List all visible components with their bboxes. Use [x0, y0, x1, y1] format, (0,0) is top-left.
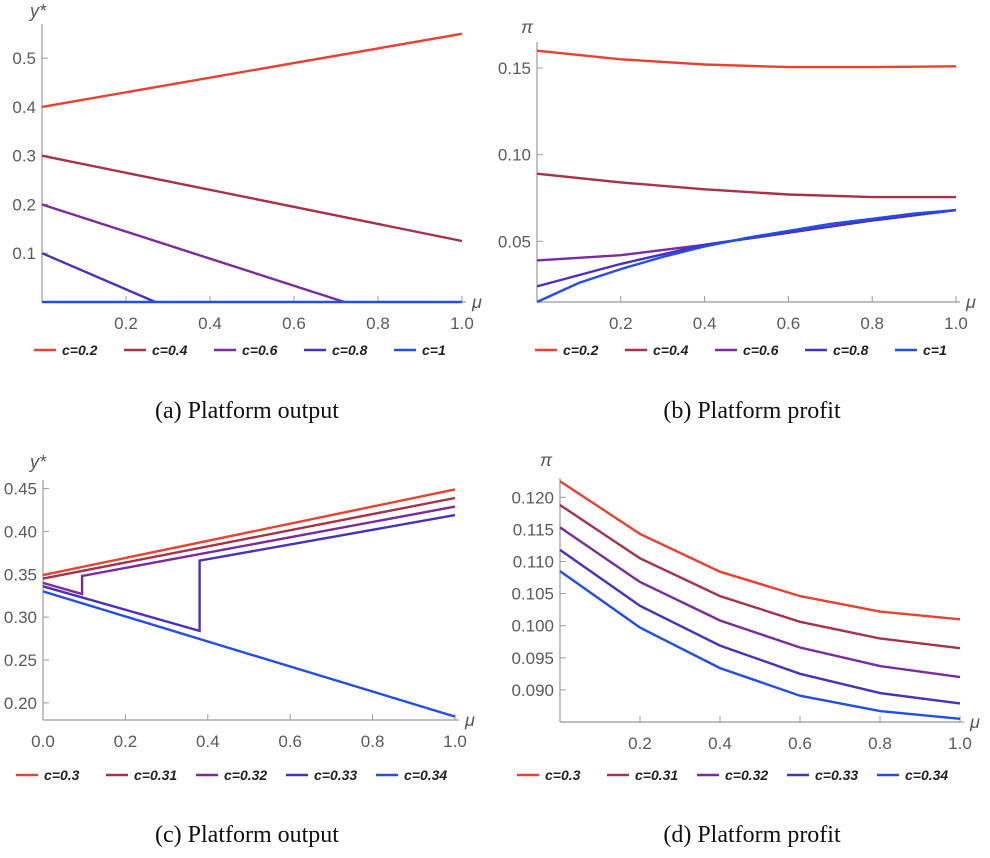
- legend-entry: c=0.3: [545, 767, 581, 783]
- series-line-c=0.33: [559, 548, 961, 705]
- series-line-c=0.34: [42, 590, 456, 718]
- legend-entry: c=0.8: [833, 342, 869, 358]
- series-line-c=0.3: [42, 488, 456, 577]
- legend-entry: c=1: [923, 342, 947, 358]
- legend-entry: c=0.31: [134, 767, 177, 783]
- legend-entry: c=0.6: [743, 342, 779, 358]
- series-line-c=0.31: [42, 496, 456, 580]
- x-axis-label: μ: [464, 710, 475, 730]
- y-tick-label: 0.095: [511, 649, 554, 668]
- y-tick-label: 0.115: [513, 520, 554, 539]
- x-tick-label: 0.2: [609, 314, 633, 333]
- x-tick-label: 0.8: [361, 732, 385, 751]
- panel-b: 0.05 0.10 0.15 0.2 0.4 0.6 0.8 1.0 μ π c=0.2 c=0.4 c…: [498, 17, 976, 424]
- x-tick-label: 0.6: [777, 314, 801, 333]
- legend-entry: c=1: [422, 342, 446, 358]
- series-line-c=0.2: [41, 32, 463, 109]
- legend-entry: c=0.33: [314, 767, 357, 783]
- x-tick-label: 0.6: [278, 732, 302, 751]
- y-tick-label: 0.110: [513, 552, 554, 571]
- y-tick-label: 0.3: [12, 147, 36, 166]
- series-line-c=0.3: [559, 480, 961, 621]
- y-tick-label: 0.35: [4, 565, 37, 584]
- x-axis-label: μ: [471, 292, 482, 312]
- legend-entry: c=0.31: [635, 767, 678, 783]
- y-tick-label: 0.40: [4, 522, 37, 541]
- legend-entry: c=0.4: [152, 342, 188, 358]
- y-tick-label: 0.05: [498, 232, 531, 251]
- panel-caption: (c) Platform output: [155, 822, 339, 848]
- y-axis-label: π: [521, 17, 534, 37]
- y-tick-label: 0.4: [12, 98, 36, 117]
- y-tick-label: 0.10: [498, 146, 531, 165]
- x-tick-label: 0.4: [693, 314, 717, 333]
- x-axis-label: μ: [965, 292, 976, 312]
- x-tick-label: 1.0: [944, 314, 968, 333]
- x-tick-label: 0.2: [114, 314, 138, 333]
- x-tick-label: 0.4: [196, 732, 220, 751]
- legend-entry: c=0.6: [242, 342, 278, 358]
- x-axis-label: μ: [969, 712, 980, 732]
- legend-entry: c=0.34: [404, 767, 447, 783]
- series-line-c=0.34: [559, 570, 961, 720]
- legend-entry: c=0.34: [905, 767, 948, 783]
- legend-entry: c=0.32: [725, 767, 768, 783]
- series-line-c=0.4: [41, 154, 463, 243]
- y-tick-label: 0.5: [12, 49, 36, 68]
- x-tick-label: 0.2: [628, 734, 652, 753]
- y-tick-label: 0.30: [4, 608, 37, 627]
- series-line-c=0.32: [42, 505, 456, 596]
- x-tick-label: 0.4: [198, 314, 222, 333]
- y-tick-label: 0.25: [4, 651, 37, 670]
- panel-caption: (a) Platform output: [155, 398, 339, 424]
- y-tick-label: 0.15: [498, 59, 531, 78]
- y-axis-label: y*: [28, 452, 47, 472]
- series-line-c=0.6: [41, 203, 345, 304]
- x-tick-label: 1.0: [948, 734, 972, 753]
- legend-entry: c=0.32: [224, 767, 267, 783]
- x-tick-label: 0.8: [860, 314, 884, 333]
- series-line-c=0.33: [42, 513, 456, 633]
- x-tick-label: 0.4: [708, 734, 732, 753]
- y-tick-label: 0.105: [511, 585, 554, 604]
- x-tick-label: 0.6: [788, 734, 812, 753]
- panel-c: 0.20 0.25 0.30 0.35 0.40 0.45 0.0 0.2 0.4 0.6 0.8 1…: [4, 452, 475, 848]
- y-axis-label: y*: [28, 1, 47, 21]
- y-tick-label: 0.2: [12, 195, 36, 214]
- x-tick-label: 0.8: [868, 734, 892, 753]
- series-line-c=1: [536, 208, 957, 304]
- series-line-c=0.32: [559, 526, 961, 679]
- y-tick-label: 0.45: [4, 480, 37, 499]
- y-axis-label: π: [540, 450, 553, 470]
- y-tick-label: 0.090: [511, 681, 554, 700]
- legend-entry: c=0.8: [332, 342, 368, 358]
- legend-entry: c=0.2: [563, 342, 599, 358]
- panel-d: 0.090 0.095 0.100 0.105 0.110 0.115 0.120 0.2 0.…: [511, 450, 980, 848]
- x-tick-label: 0.2: [114, 732, 138, 751]
- legend-entry: c=0.2: [62, 342, 98, 358]
- series-line-c=0.4: [536, 172, 956, 199]
- y-tick-label: 0.20: [4, 694, 37, 713]
- y-tick-label: 0.100: [511, 617, 554, 636]
- series-line-c=0.8: [41, 252, 156, 304]
- x-tick-label: 0.8: [366, 314, 390, 333]
- x-tick-label: 0.6: [282, 314, 306, 333]
- series-line-c=0.31: [559, 504, 961, 650]
- x-tick-label: 1.0: [450, 314, 474, 333]
- legend-entry: c=0.33: [815, 767, 858, 783]
- series-line-c=0.2: [536, 49, 957, 69]
- panel-a: 0.1 0.2 0.3 0.4 0.5 0.2 0.4 0.6 0.8 1.0 μ y* c=0.2 c=…: [12, 1, 482, 424]
- x-tick-label: 1.0: [443, 732, 467, 751]
- legend-entry: c=0.3: [44, 767, 80, 783]
- legend-entry: c=0.4: [653, 342, 689, 358]
- y-tick-label: 0.120: [511, 488, 554, 507]
- panel-caption: (b) Platform profit: [663, 398, 841, 424]
- panel-caption: (d) Platform profit: [663, 822, 841, 848]
- y-tick-label: 0.1: [12, 244, 36, 263]
- x-tick-label: 0.0: [31, 732, 55, 751]
